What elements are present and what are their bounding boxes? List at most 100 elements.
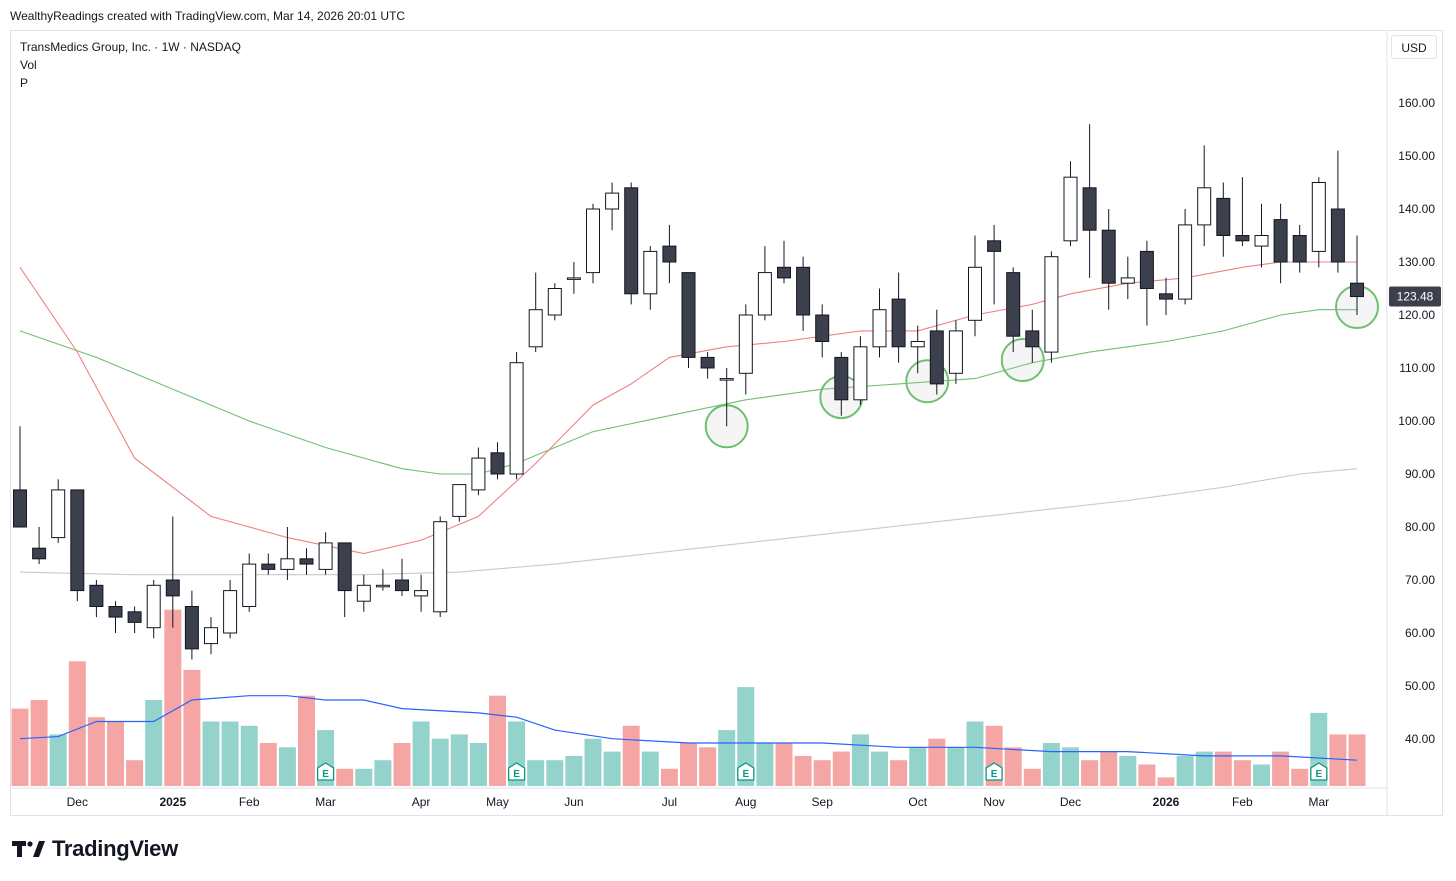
- candle-body: [452, 484, 467, 517]
- y-axis-tick-label: 70.00: [1405, 573, 1435, 587]
- volume-bar: [1023, 768, 1041, 786]
- volume-bar: [1233, 760, 1251, 786]
- candle-body: [624, 187, 639, 295]
- volume-bar: [699, 747, 717, 786]
- candle-body: [146, 584, 161, 629]
- volume-bar: [565, 755, 583, 786]
- x-axis-tick-label: Aug: [735, 795, 756, 809]
- volume-bar: [813, 760, 831, 786]
- candle-body: [891, 298, 906, 348]
- candle-body: [719, 378, 734, 381]
- x-axis-tick-label: Dec: [67, 795, 88, 809]
- candle-body: [490, 452, 505, 475]
- volume-bar: [336, 768, 354, 786]
- candle-body: [547, 288, 562, 316]
- candle-body: [1006, 272, 1021, 337]
- y-axis-tick-label: 60.00: [1405, 626, 1435, 640]
- candle-body: [1101, 229, 1116, 284]
- y-axis-tick-label: 120.00: [1398, 308, 1435, 322]
- candle-body: [509, 362, 524, 475]
- currency-button[interactable]: USD: [1391, 35, 1437, 59]
- volume-bar: [393, 743, 411, 786]
- candle-body: [414, 590, 429, 597]
- y-axis-tick-label: 100.00: [1398, 414, 1435, 428]
- candle-body: [1216, 197, 1231, 236]
- tradingview-logo[interactable]: TradingView: [12, 836, 178, 862]
- volume-legend[interactable]: Vol: [20, 58, 37, 72]
- candle-body: [662, 245, 677, 263]
- candle-body: [108, 606, 123, 618]
- volume-bar: [183, 669, 201, 786]
- candle-body: [910, 341, 925, 348]
- candle-body: [777, 266, 791, 279]
- candle-body: [13, 489, 27, 528]
- volume-bar: [832, 751, 850, 786]
- candle-body: [318, 542, 333, 570]
- volume-bar: [584, 738, 602, 786]
- volume-bar: [1100, 751, 1118, 786]
- volume-bar: [1062, 747, 1079, 786]
- volume-bar: [11, 708, 29, 786]
- earnings-marker-label: E: [322, 769, 329, 780]
- candle-body: [1178, 224, 1193, 300]
- earnings-marker-label: E: [991, 769, 998, 780]
- candle-body: [165, 579, 180, 597]
- volume-bar: [1042, 743, 1060, 786]
- x-axis-tick-label: May: [486, 795, 509, 809]
- volume-bar: [278, 747, 296, 786]
- candle-body: [1330, 208, 1345, 263]
- candle-body: [433, 521, 448, 613]
- volume-bar: [1291, 768, 1309, 786]
- volume-bar: [355, 768, 373, 786]
- candle-body: [757, 272, 772, 316]
- candle-body: [127, 611, 142, 623]
- candle-body: [643, 250, 658, 295]
- candle-body: [51, 489, 66, 539]
- volume-bar: [450, 734, 468, 786]
- candle-body: [1082, 187, 1097, 231]
- indicator-legend[interactable]: P: [20, 76, 29, 90]
- volume-bar: [431, 738, 449, 786]
- last-price-label: 123.48: [1397, 290, 1434, 304]
- volume-bar: [718, 730, 736, 786]
- candle-body: [1235, 235, 1250, 242]
- volume-bar: [164, 609, 182, 786]
- symbol-legend[interactable]: TransMedics Group, Inc. · 1W · NASDAQ: [20, 40, 241, 54]
- volume-bar: [1004, 747, 1022, 786]
- earnings-marker-label: E: [742, 769, 749, 780]
- volume-bar: [221, 721, 239, 786]
- earnings-marker-label: E: [1315, 769, 1322, 780]
- candle-body: [223, 590, 238, 634]
- volume-bar: [603, 751, 621, 786]
- volume-moving-average-line: [19, 695, 1358, 761]
- last-price-tag: [1389, 286, 1441, 307]
- candle-body: [356, 584, 371, 602]
- volume-bar: [30, 700, 48, 786]
- x-axis-tick-label: Feb: [239, 795, 260, 809]
- volume-bar: [794, 755, 812, 786]
- candle-body: [471, 457, 486, 491]
- x-axis-tick-label: Dec: [1060, 795, 1081, 809]
- volume-bar: [851, 734, 869, 786]
- y-axis-tick-label: 150.00: [1398, 149, 1435, 163]
- candle-body: [948, 330, 963, 374]
- volume-bar: [68, 661, 86, 786]
- candle-body: [586, 208, 600, 274]
- candle-body: [1254, 235, 1269, 247]
- earnings-marker-icon: [1310, 762, 1328, 781]
- y-axis-tick-label: 80.00: [1405, 520, 1435, 534]
- candle-body: [395, 579, 409, 592]
- chart-credit: WealthyReadings created with TradingView…: [10, 9, 406, 23]
- candle-body: [987, 240, 1002, 252]
- candle-body: [968, 266, 982, 321]
- moving-average-50-line: [19, 309, 1357, 475]
- y-axis-tick-label: 140.00: [1398, 202, 1435, 216]
- candle-body: [834, 356, 849, 401]
- volume-bar: [756, 743, 774, 786]
- volume-bar: [412, 721, 430, 786]
- x-axis-tick-label: Sep: [812, 795, 834, 809]
- volume-bar: [909, 747, 927, 786]
- candle-body: [89, 584, 104, 607]
- earnings-marker-icon: [507, 762, 526, 781]
